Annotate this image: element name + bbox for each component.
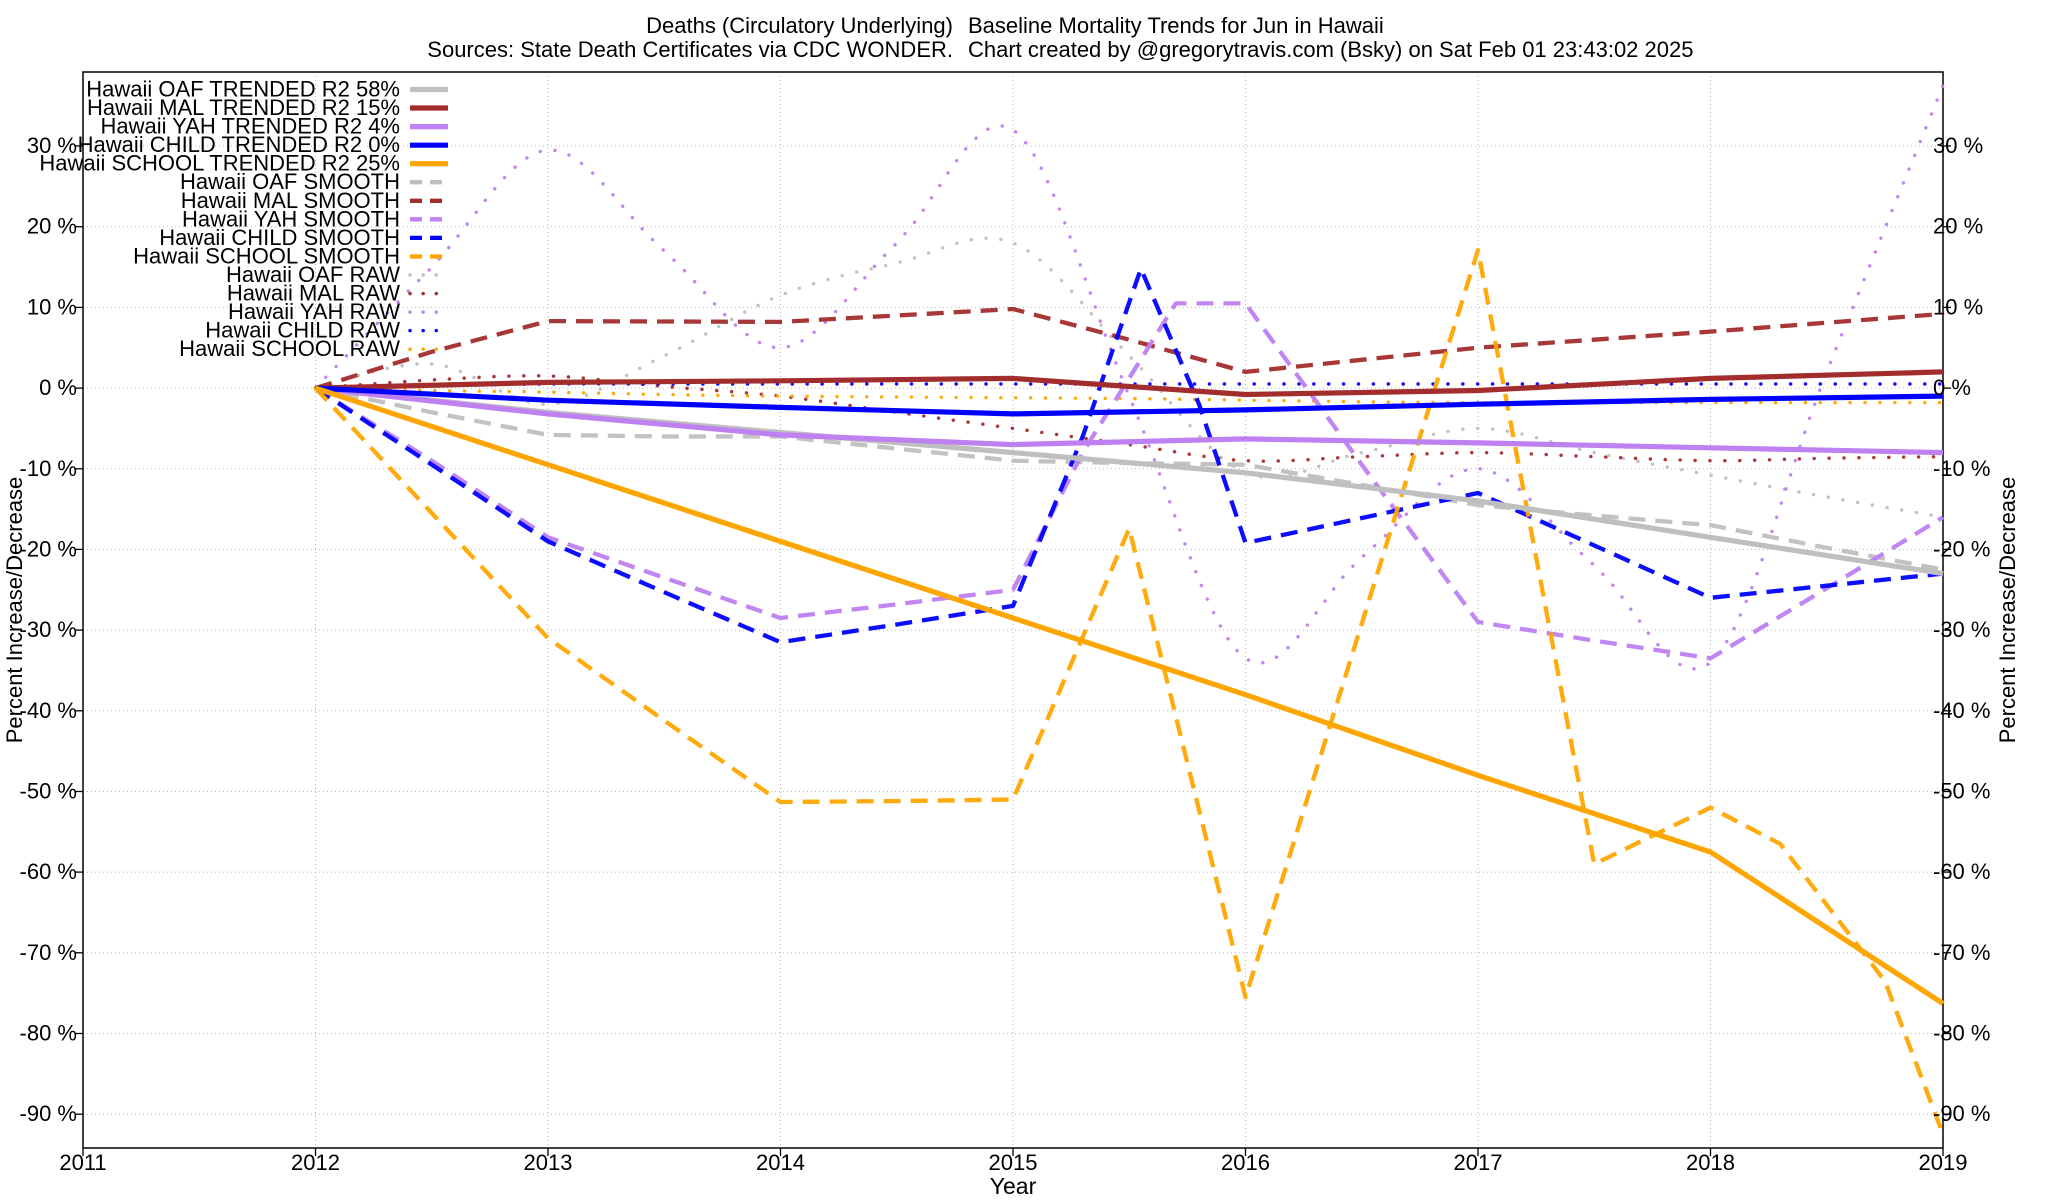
svg-text:Hawaii OAF TRENDED R2 58%: Hawaii OAF TRENDED R2 58% bbox=[86, 77, 400, 102]
svg-text:2014: 2014 bbox=[756, 1150, 805, 1175]
svg-text:-20 %: -20 % bbox=[20, 536, 77, 561]
svg-text:-70 %: -70 % bbox=[1933, 940, 1990, 965]
svg-text:-50 %: -50 % bbox=[1933, 779, 1990, 804]
svg-text:2016: 2016 bbox=[1221, 1150, 1270, 1175]
svg-text:-10 %: -10 % bbox=[20, 456, 77, 481]
svg-text:Hawaii YAH RAW: Hawaii YAH RAW bbox=[228, 299, 400, 324]
svg-text:Year: Year bbox=[990, 1173, 1037, 1199]
svg-text:30 %: 30 % bbox=[27, 133, 77, 158]
svg-text:Hawaii SCHOOL TRENDED R2 25%: Hawaii SCHOOL TRENDED R2 25% bbox=[39, 151, 400, 176]
svg-text:2015: 2015 bbox=[989, 1150, 1038, 1175]
svg-text:20 %: 20 % bbox=[27, 214, 77, 239]
svg-text:-80 %: -80 % bbox=[20, 1021, 77, 1046]
svg-text:20 %: 20 % bbox=[1933, 214, 1983, 239]
svg-text:0 %: 0 % bbox=[39, 375, 77, 400]
svg-text:Hawaii OAF SMOOTH: Hawaii OAF SMOOTH bbox=[180, 169, 400, 194]
svg-text:-10 %: -10 % bbox=[1933, 456, 1990, 481]
svg-text:0 %: 0 % bbox=[1933, 375, 1971, 400]
svg-text:-60 %: -60 % bbox=[20, 859, 77, 884]
svg-text:Hawaii CHILD SMOOTH: Hawaii CHILD SMOOTH bbox=[159, 225, 400, 250]
svg-text:Hawaii MAL SMOOTH: Hawaii MAL SMOOTH bbox=[181, 188, 400, 213]
svg-text:Hawaii SCHOOL SMOOTH: Hawaii SCHOOL SMOOTH bbox=[133, 244, 400, 269]
svg-text:-50 %: -50 % bbox=[20, 779, 77, 804]
svg-text:10 %: 10 % bbox=[1933, 294, 1983, 319]
svg-text:Hawaii CHILD RAW: Hawaii CHILD RAW bbox=[205, 318, 400, 343]
svg-text:Hawaii SCHOOL RAW: Hawaii SCHOOL RAW bbox=[179, 336, 400, 361]
svg-text:-30 %: -30 % bbox=[1933, 617, 1990, 642]
svg-text:Hawaii YAH SMOOTH: Hawaii YAH SMOOTH bbox=[182, 206, 400, 231]
svg-text:2011: 2011 bbox=[59, 1150, 106, 1175]
svg-text:2019: 2019 bbox=[1919, 1150, 1968, 1175]
svg-text:-80 %: -80 % bbox=[1933, 1021, 1990, 1046]
svg-text:Hawaii CHILD TRENDED R2 0%: Hawaii CHILD TRENDED R2 0% bbox=[78, 132, 400, 157]
svg-text:-90 %: -90 % bbox=[1933, 1101, 1990, 1126]
svg-text:2013: 2013 bbox=[524, 1150, 573, 1175]
svg-text:Hawaii MAL TRENDED R2 15%: Hawaii MAL TRENDED R2 15% bbox=[87, 95, 400, 120]
svg-text:Hawaii OAF RAW: Hawaii OAF RAW bbox=[226, 262, 400, 287]
svg-text:-20 %: -20 % bbox=[1933, 536, 1990, 561]
svg-text:-40 %: -40 % bbox=[1933, 698, 1990, 723]
svg-text:2018: 2018 bbox=[1686, 1150, 1735, 1175]
svg-text:Percent Increase/Decrease: Percent Increase/Decrease bbox=[2, 477, 27, 744]
svg-text:-30 %: -30 % bbox=[20, 617, 77, 642]
svg-text:30 %: 30 % bbox=[1933, 133, 1983, 158]
svg-text:Percent Increase/Decrease: Percent Increase/Decrease bbox=[1995, 477, 2020, 744]
svg-text:-40 %: -40 % bbox=[20, 698, 77, 723]
svg-text:-90 %: -90 % bbox=[20, 1101, 77, 1126]
svg-text:2012: 2012 bbox=[291, 1150, 340, 1175]
svg-text:-70 %: -70 % bbox=[20, 940, 77, 965]
svg-text:10 %: 10 % bbox=[27, 294, 77, 319]
svg-text:Hawaii YAH TRENDED R2 4%: Hawaii YAH TRENDED R2 4% bbox=[100, 114, 400, 139]
svg-text:2017: 2017 bbox=[1454, 1150, 1503, 1175]
svg-text:-60 %: -60 % bbox=[1933, 859, 1990, 884]
svg-text:Hawaii MAL RAW: Hawaii MAL RAW bbox=[227, 281, 400, 306]
